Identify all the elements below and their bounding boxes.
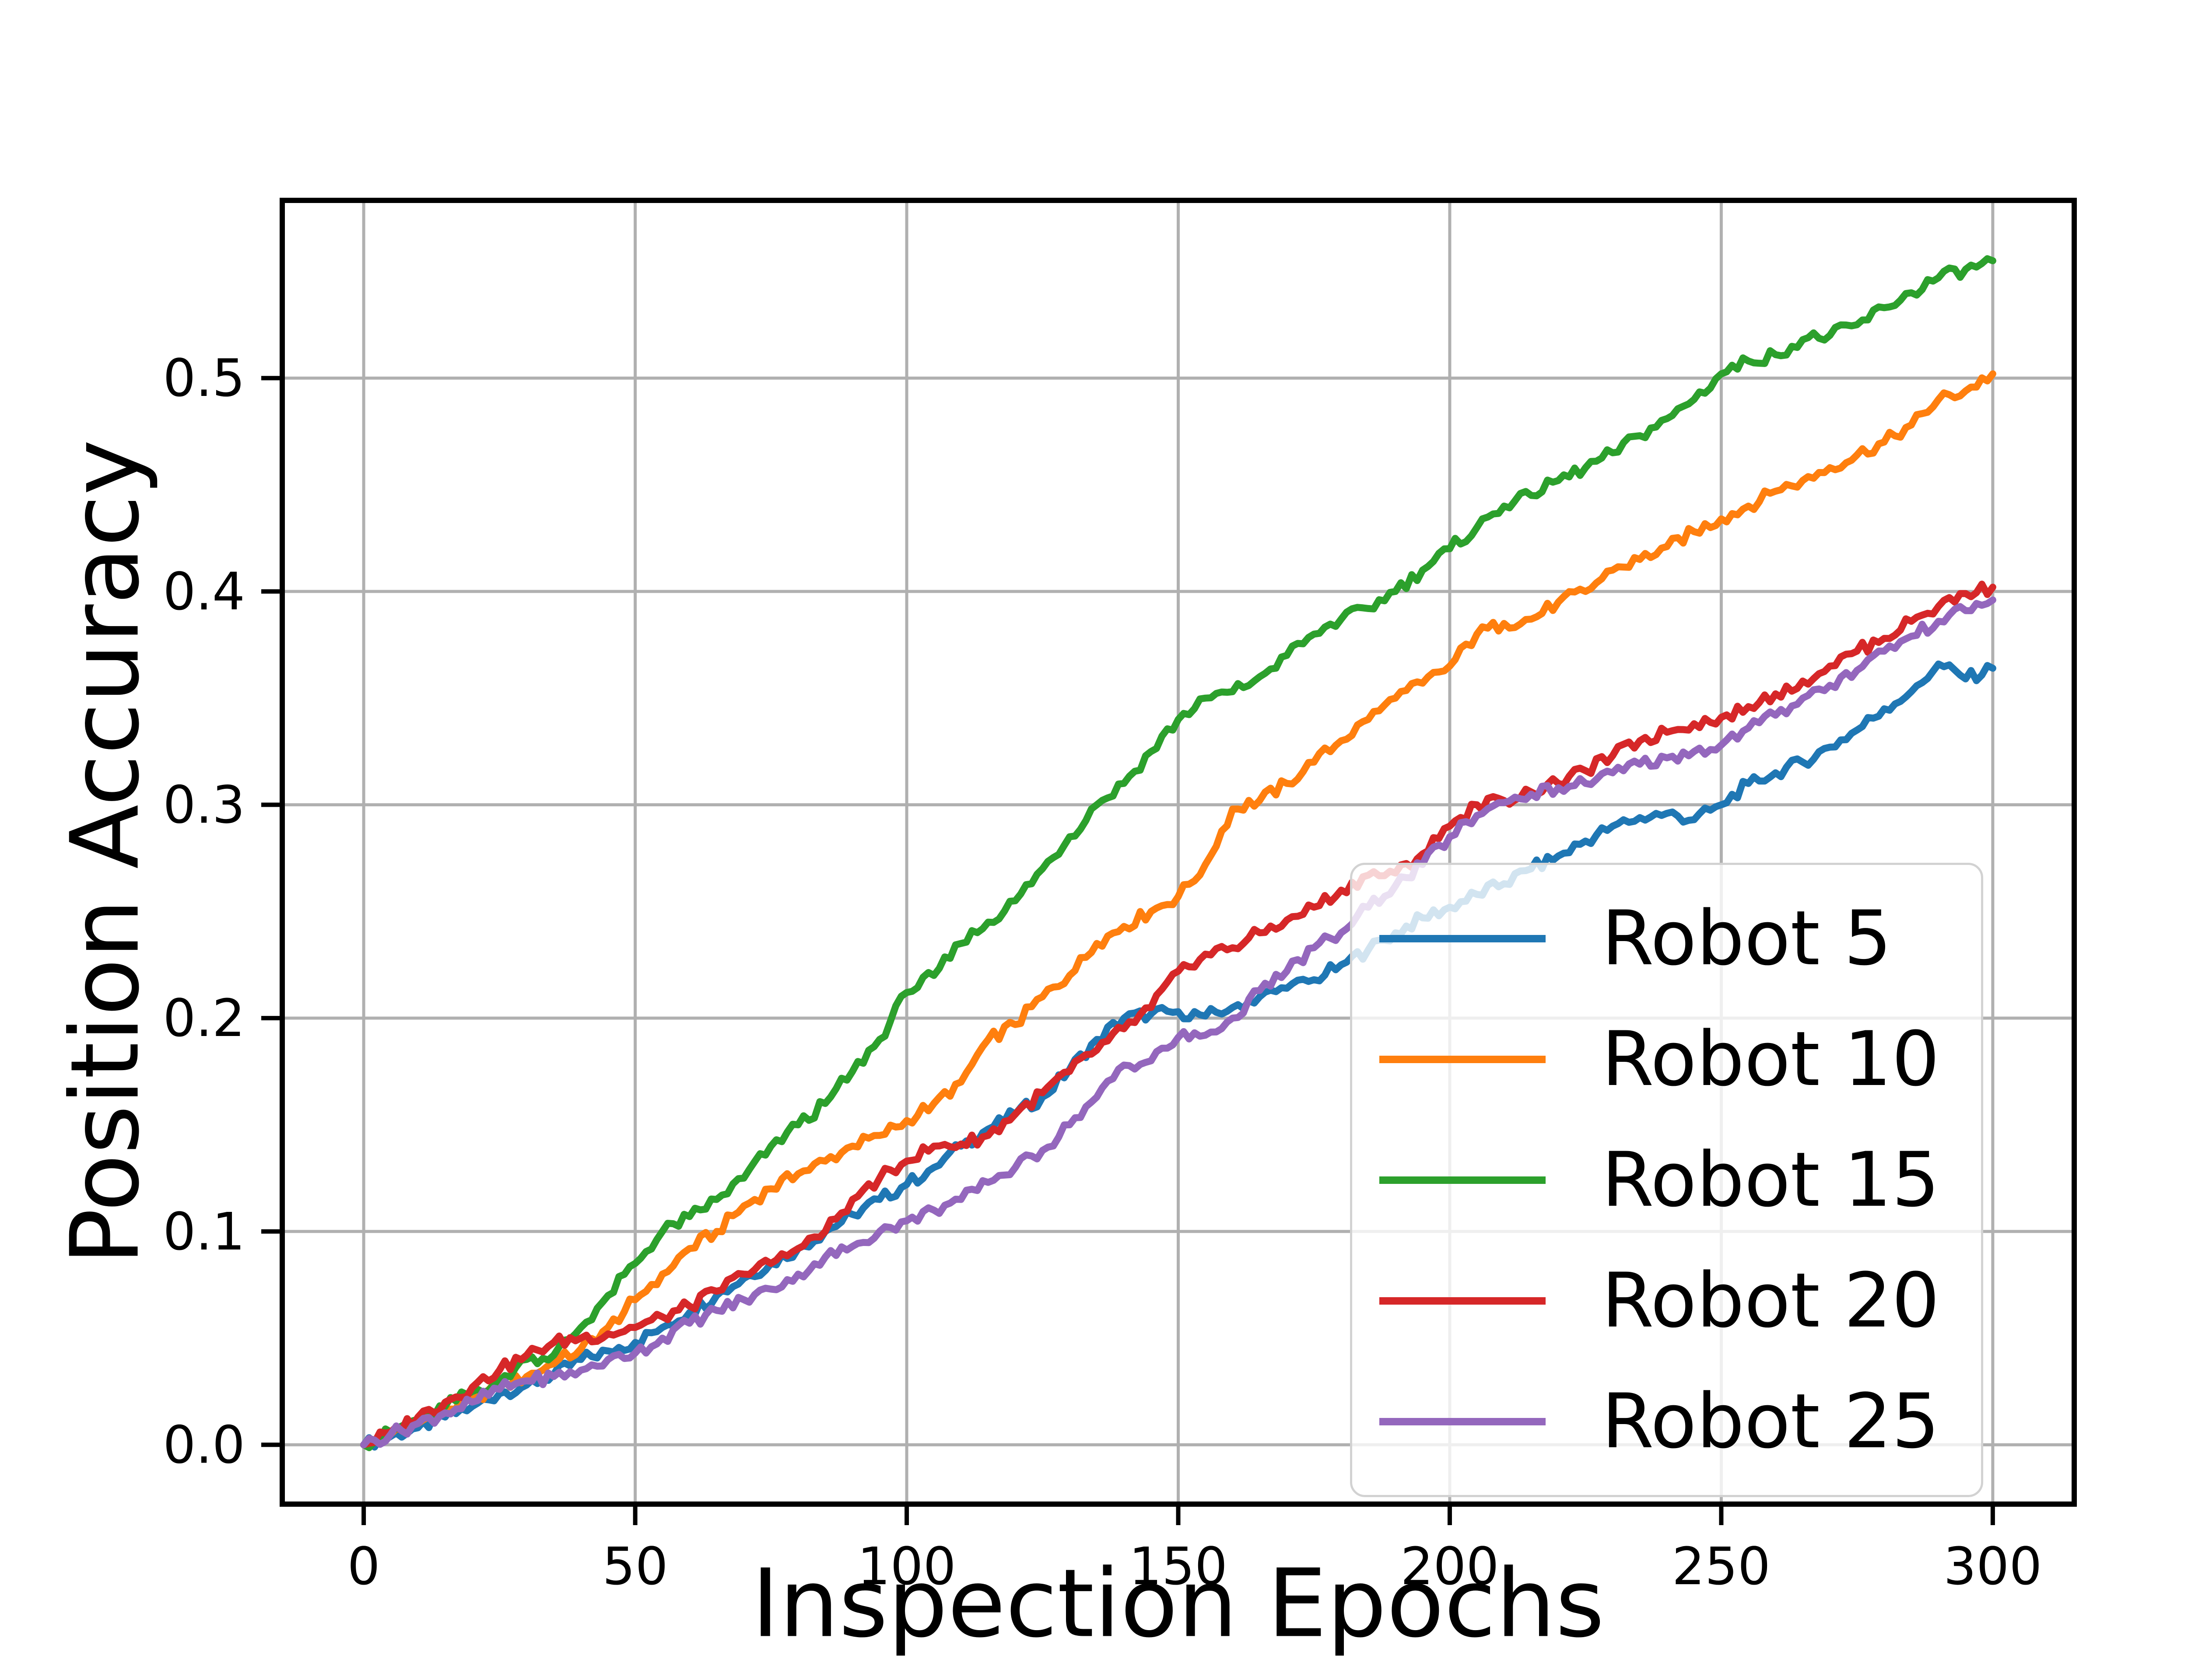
x-tick-label: 50 (603, 1536, 668, 1596)
y-tick-label: 0.3 (163, 774, 245, 835)
series-line-robot-10 (360, 370, 1996, 1449)
legend-item-robot-10: Robot 10 (1352, 1022, 1981, 1097)
legend-item-robot-5: Robot 5 (1352, 901, 1981, 976)
x-tick-label: 300 (1943, 1536, 2042, 1596)
x-tick-label: 0 (347, 1536, 380, 1596)
legend-label-robot-15: Robot 15 (1602, 1136, 1940, 1224)
legend-item-robot-20: Robot 20 (1352, 1263, 1981, 1338)
legend-swatch-robot-25-icon (1379, 1418, 1546, 1425)
legend: Robot 5 Robot 10 Robot 15 Robot 20 Robot… (1350, 863, 1983, 1497)
series-line-robot-20 (360, 581, 1996, 1449)
series-line-robot-25 (360, 596, 1996, 1449)
x-tick-label: 150 (1129, 1536, 1227, 1596)
x-tick-label: 200 (1400, 1536, 1499, 1596)
y-tick-label: 0.4 (163, 561, 245, 622)
x-tick-label: 250 (1672, 1536, 1771, 1596)
legend-swatch-robot-5-icon (1379, 934, 1546, 942)
x-axis-label: Inspection Epochs (751, 1548, 1605, 1659)
legend-label-robot-10: Robot 10 (1602, 1015, 1940, 1103)
y-tick-label: 0.5 (163, 348, 245, 408)
legend-label-robot-20: Robot 20 (1602, 1256, 1940, 1344)
legend-swatch-robot-10-icon (1379, 1055, 1546, 1063)
x-tick-label: 100 (857, 1536, 956, 1596)
legend-label-robot-25: Robot 25 (1602, 1377, 1940, 1465)
legend-item-robot-25: Robot 25 (1352, 1384, 1981, 1459)
legend-swatch-robot-20-icon (1379, 1297, 1546, 1305)
series-line-robot-15 (360, 255, 1996, 1451)
y-tick-label: 0.1 (163, 1201, 245, 1262)
y-tick-label: 0.2 (163, 988, 245, 1048)
y-tick-label: 0.0 (163, 1414, 245, 1475)
legend-label-robot-5: Robot 5 (1602, 894, 1892, 982)
series-line-robot-5 (360, 660, 1996, 1451)
legend-item-robot-15: Robot 15 (1352, 1142, 1981, 1218)
legend-swatch-robot-15-icon (1379, 1176, 1546, 1184)
y-axis-label: Position Accuracy (50, 439, 160, 1265)
